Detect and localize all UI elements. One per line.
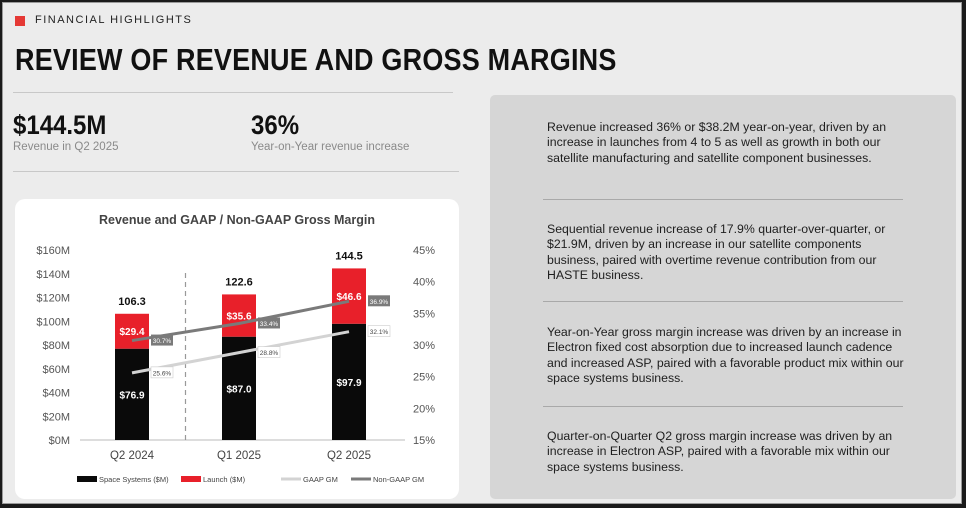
gaap-gm-label-box — [257, 346, 281, 358]
data-label-space-systems: $87.0 — [226, 384, 251, 395]
bar-space-systems — [332, 323, 366, 440]
commentary-divider — [543, 199, 903, 200]
y-tick-label: $80M — [42, 340, 70, 352]
bar-launch — [222, 294, 256, 337]
legend-swatch — [77, 476, 97, 482]
commentary-divider — [543, 406, 903, 407]
commentary-item: Year-on-Year gross margin increase was d… — [547, 325, 904, 386]
gaap-gm-label: 32.1% — [370, 329, 389, 336]
legend-label: Launch ($M) — [203, 475, 246, 484]
y2-tick-label: 20% — [413, 403, 435, 415]
y-tick-label: $20M — [42, 411, 70, 423]
gaap-gm-label: 28.8% — [260, 350, 279, 357]
x-tick-label: Q2 2025 — [327, 450, 371, 462]
x-tick-label: Q1 2025 — [217, 450, 261, 462]
total-label: 106.3 — [118, 296, 146, 308]
commentary-panel: Revenue increased 36% or $38.2M year-on-… — [490, 95, 956, 499]
y-tick-label: $160M — [36, 245, 70, 257]
y-tick-label: $140M — [36, 269, 70, 281]
non-gaap-gm-label: 36.9% — [370, 299, 389, 306]
bar-launch — [332, 268, 366, 324]
metric-revenue-label: Revenue in Q2 2025 — [13, 141, 119, 153]
section-marker — [15, 16, 25, 26]
y2-tick-label: 40% — [413, 277, 435, 289]
y2-tick-label: 30% — [413, 340, 435, 352]
legend-label: GAAP GM — [303, 475, 338, 484]
y-tick-label: $0M — [49, 435, 70, 447]
gaap-gm-label: 25.6% — [153, 370, 172, 377]
data-label-space-systems: $76.9 — [119, 390, 144, 401]
non-gaap-gm-label: 33.4% — [260, 321, 279, 328]
commentary-item: Revenue increased 36% or $38.2M year-on-… — [547, 120, 887, 165]
metric-growth-label: Year-on-Year revenue increase — [251, 141, 410, 153]
commentary-item: Sequential revenue increase of 17.9% qua… — [547, 222, 886, 283]
non-gaap-gm-label-box — [258, 317, 280, 329]
commentary-divider — [543, 301, 903, 302]
metric-revenue-value: $144.5M — [13, 111, 107, 141]
commentary-item: Quarter-on-Quarter Q2 gross margin incre… — [547, 429, 893, 474]
metric-growth-value: 36% — [251, 111, 300, 141]
divider-metrics — [13, 171, 459, 172]
legend-label: Space Systems ($M) — [99, 475, 169, 484]
divider-top — [13, 92, 453, 93]
total-label: 122.6 — [225, 276, 253, 288]
legend-label: Non-GAAP GM — [373, 475, 424, 484]
chart-title: Revenue and GAAP / Non-GAAP Gross Margin — [99, 213, 375, 227]
y-tick-label: $100M — [36, 316, 70, 328]
revenue-margin-chart: $0M $20M $40M $60M $80M $100M $120M $140M $160M 1… — [36, 245, 435, 484]
legend-swatch — [181, 476, 201, 482]
bar-space-systems — [115, 348, 149, 440]
gaap-gm-line — [131, 330, 350, 375]
non-gaap-gm-label: 30.7% — [153, 338, 172, 345]
x-tick-label: Q2 2024 — [110, 450, 155, 462]
total-label: 144.5 — [335, 250, 363, 262]
bar-launch — [115, 313, 149, 349]
page-title: REVIEW OF REVENUE AND GROSS MARGINS — [15, 43, 617, 77]
chart-card: Revenue and GAAP / Non-GAAP Gross Margin… — [15, 199, 459, 499]
data-label-launch: $29.4 — [119, 327, 144, 338]
gaap-gm-label-box — [150, 366, 174, 379]
y-tick-label: $40M — [42, 388, 70, 400]
y2-tick-label: 35% — [413, 308, 435, 320]
non-gaap-gm-label-box — [368, 295, 390, 307]
gaap-gm-label-box — [367, 325, 391, 337]
y-tick-label: $60M — [42, 364, 70, 376]
data-label-launch: $46.6 — [336, 292, 361, 303]
data-label-space-systems: $97.9 — [336, 378, 361, 389]
y2-tick-label: 15% — [413, 435, 435, 447]
section-label: FINANCIAL HIGHLIGHTS — [35, 14, 193, 26]
y-tick-label: $120M — [36, 293, 70, 305]
y2-tick-label: 45% — [413, 245, 435, 257]
y2-tick-label: 25% — [413, 372, 435, 384]
data-label-launch: $35.6 — [226, 312, 251, 323]
non-gaap-gm-label-box — [151, 334, 173, 346]
